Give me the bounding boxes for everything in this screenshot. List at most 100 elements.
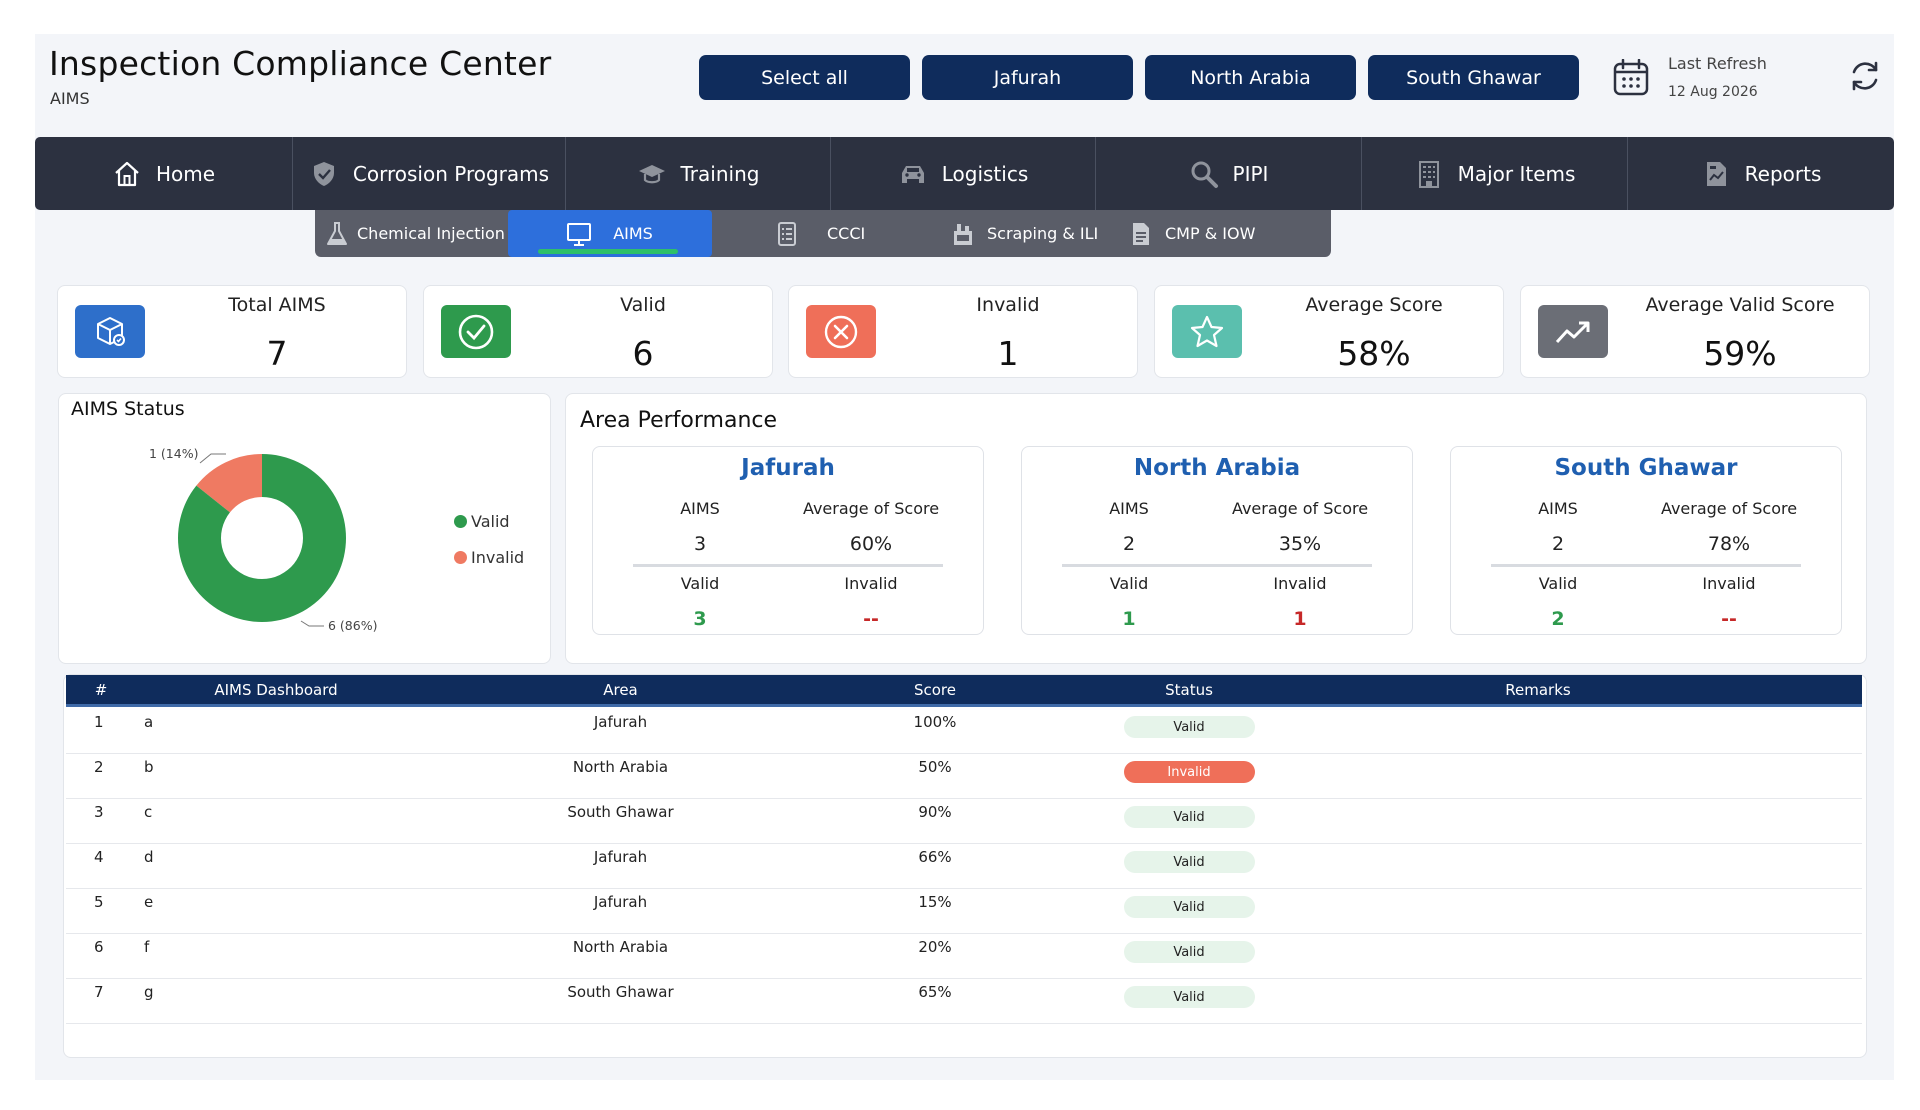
- area-valid-value: 2: [1551, 608, 1565, 630]
- area-divider: [633, 564, 943, 567]
- cell-area: North Arabia: [572, 758, 669, 776]
- kpi-value: 58%: [1337, 334, 1411, 373]
- nav-pipi[interactable]: PIPI: [1096, 137, 1362, 210]
- cell-score: 50%: [918, 758, 952, 776]
- area-invalid-header: Invalid: [844, 574, 898, 593]
- shield-icon: [313, 161, 334, 186]
- kpi-invalid: Invalid 1: [788, 285, 1138, 378]
- table-row[interactable]: 6 f North Arabia 20% Valid: [66, 934, 1862, 979]
- area-card-north-arabia: North Arabia AIMS Average of Score 2 35%…: [1021, 446, 1413, 635]
- kpi-icon-box: [75, 305, 145, 358]
- nav-training[interactable]: Training: [566, 137, 831, 210]
- cell-number: 6: [94, 938, 104, 956]
- kpi-label: Valid: [620, 294, 666, 316]
- cell-score: 15%: [918, 893, 952, 911]
- aims-status-title: AIMS Status: [71, 398, 185, 420]
- subnav-cmp-iow[interactable]: CMP & IOW: [1129, 210, 1299, 257]
- nav-logistics-label: Logistics: [941, 161, 1029, 186]
- area-avg-header: Average of Score: [1231, 499, 1369, 518]
- column-header-remarks[interactable]: Remarks: [1505, 680, 1571, 699]
- table-row[interactable]: 2 b North Arabia 50% Invalid: [66, 754, 1862, 799]
- table-row[interactable]: 4 d Jafurah 66% Valid: [66, 844, 1862, 889]
- refresh-icon[interactable]: [1847, 58, 1883, 94]
- status-badge: Valid: [1123, 896, 1255, 918]
- nav-corrosion-programs[interactable]: Corrosion Programs: [293, 137, 566, 210]
- car-icon: [901, 165, 924, 183]
- filter-jafurah-button[interactable]: Jafurah: [922, 55, 1133, 100]
- area-valid-header: Valid: [1109, 574, 1149, 593]
- column-header-score[interactable]: Score: [913, 680, 956, 699]
- column-header-dashboard[interactable]: AIMS Dashboard: [214, 680, 338, 699]
- nav-major-items[interactable]: Major Items: [1362, 137, 1628, 210]
- subnav-chemical-injection[interactable]: Chemical Injection: [325, 210, 505, 257]
- kpi-average-valid-score: Average Valid Score 59%: [1520, 285, 1870, 378]
- cell-dashboard-name: d: [144, 848, 154, 866]
- cell-remarks: [1333, 799, 1743, 843]
- area-avg-value: 60%: [849, 533, 893, 555]
- donut-slice-invalid[interactable]: [196, 454, 262, 513]
- legend-swatch-invalid: [454, 551, 467, 564]
- building-icon: [1418, 160, 1439, 188]
- area-invalid-header: Invalid: [1702, 574, 1756, 593]
- legend-label-invalid: Invalid: [471, 548, 525, 567]
- subnav-ccci[interactable]: CCCI: [775, 210, 895, 257]
- legend-item-valid: Valid: [454, 512, 510, 531]
- cell-status: Valid: [1045, 709, 1333, 753]
- subnav-aims[interactable]: AIMS: [508, 210, 712, 257]
- status-badge: Valid: [1123, 986, 1255, 1008]
- cube-icon: [97, 316, 125, 346]
- nav-reports[interactable]: Reports: [1628, 137, 1894, 210]
- filter-south-ghawar-button[interactable]: South Ghawar: [1368, 55, 1579, 100]
- cell-number: 3: [94, 803, 104, 821]
- cell-area: South Ghawar: [567, 983, 674, 1001]
- cell-dashboard-name: b: [144, 758, 154, 776]
- filter-select-all-button[interactable]: Select all: [699, 55, 910, 100]
- cell-area: North Arabia: [572, 938, 669, 956]
- cell-remarks: [1333, 844, 1743, 888]
- document-icon: [1133, 222, 1149, 245]
- legend-label-valid: Valid: [471, 512, 510, 531]
- cell-dashboard-name: f: [144, 938, 150, 956]
- cell-score: 100%: [913, 713, 957, 731]
- table-row[interactable]: 1 a Jafurah 100% Valid: [66, 709, 1862, 754]
- table-row[interactable]: 3 c South Ghawar 90% Valid: [66, 799, 1862, 844]
- kpi-value: 1: [997, 334, 1019, 373]
- table-row[interactable]: 5 e Jafurah 15% Valid: [66, 889, 1862, 934]
- column-header-status[interactable]: Status: [1165, 680, 1213, 699]
- status-badge: Valid: [1123, 716, 1255, 738]
- nav-logistics[interactable]: Logistics: [831, 137, 1096, 210]
- column-header-number[interactable]: #: [94, 680, 108, 699]
- subnav-scraping-ili[interactable]: Scraping & ILI: [951, 210, 1111, 257]
- nav-home-label: Home: [155, 161, 216, 186]
- area-avg-header: Average of Score: [1660, 499, 1798, 518]
- status-badge: Valid: [1123, 941, 1255, 963]
- area-aims-value: 2: [1122, 533, 1136, 555]
- donut-label-invalid: 1 (14%): [149, 446, 199, 461]
- area-valid-value: 3: [693, 608, 707, 630]
- table-row[interactable]: 7 g South Ghawar 65% Valid: [66, 979, 1862, 1024]
- cell-number: 1: [94, 713, 104, 731]
- subnav-cmp-label: CMP & IOW: [1165, 224, 1256, 243]
- nav-home[interactable]: Home: [35, 137, 293, 210]
- area-aims-header: AIMS: [680, 499, 720, 518]
- kpi-average-score: Average Score 58%: [1154, 285, 1504, 378]
- table-header: # AIMS Dashboard Area Score Status Remar…: [66, 675, 1862, 707]
- area-filter-group: Select all Jafurah North Arabia South Gh…: [699, 55, 1579, 100]
- filter-north-arabia-button[interactable]: North Arabia: [1145, 55, 1356, 100]
- column-header-area[interactable]: Area: [603, 680, 638, 699]
- cell-status: Valid: [1045, 844, 1333, 888]
- trend-up-icon: [1555, 321, 1590, 343]
- cell-dashboard-name: e: [144, 893, 154, 911]
- donut-slice-valid[interactable]: [177, 454, 346, 622]
- aims-status-donut-chart: [177, 453, 346, 627]
- main-navigation: Home Corrosion Programs Training Logisti…: [35, 137, 1894, 210]
- kpi-total-aims: Total AIMS 7: [57, 285, 407, 378]
- cell-status: Valid: [1045, 979, 1333, 1023]
- checklist-icon: [778, 221, 796, 246]
- cell-number: 2: [94, 758, 104, 776]
- kpi-label: Average Valid Score: [1645, 294, 1835, 316]
- area-invalid-value: --: [1721, 608, 1737, 630]
- cell-dashboard-name: a: [144, 713, 154, 731]
- home-icon: [115, 161, 139, 186]
- cell-remarks: [1333, 754, 1743, 798]
